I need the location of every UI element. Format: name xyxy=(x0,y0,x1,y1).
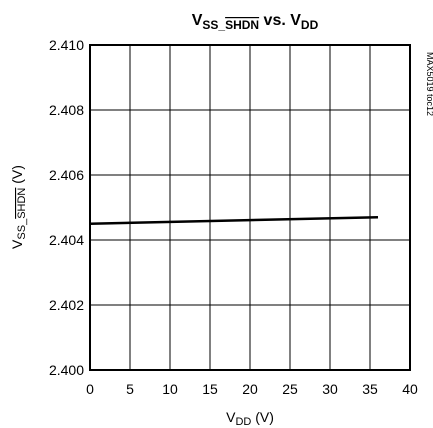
y-tick-labels: 2.410 2.408 2.406 2.404 2.402 2.400 xyxy=(49,37,84,378)
title-connector: vs. V xyxy=(259,12,301,29)
x-axis-label: VDD (V) xyxy=(226,409,274,428)
x-tick-label: 5 xyxy=(126,381,134,397)
xlabel-main: V xyxy=(226,409,236,425)
x-tick-label: 15 xyxy=(202,381,218,397)
grid xyxy=(90,45,410,370)
ylabel-unit: (V) xyxy=(9,165,25,188)
x-tick-label: 20 xyxy=(242,381,258,397)
title-sub-overbar: SHDN xyxy=(225,18,259,32)
side-label: MAX5019 toc12 xyxy=(425,52,433,116)
ylabel-main: V xyxy=(9,239,25,249)
y-tick-label: 2.408 xyxy=(49,102,84,118)
series-lines xyxy=(89,216,379,225)
x-tick-label: 40 xyxy=(402,381,418,397)
chart-title: VSS_SHDN vs. VDD xyxy=(192,12,319,32)
xlabel-sub: DD xyxy=(235,416,251,428)
xlabel-unit: (V) xyxy=(251,409,274,425)
y-tick-label: 2.406 xyxy=(49,167,84,183)
x-tick-labels: 0 5 10 15 20 25 30 35 40 xyxy=(86,381,418,397)
y-tick-label: 2.404 xyxy=(49,232,84,248)
title-sub: SS_ xyxy=(202,18,225,32)
x-tick-label: 10 xyxy=(162,381,178,397)
x-tick-label: 0 xyxy=(86,381,94,397)
ylabel-sub: SS_ xyxy=(16,218,28,240)
x-tick-label: 35 xyxy=(362,381,378,397)
ylabel-sub-overbar: SHDN xyxy=(16,188,28,219)
y-tick-label: 2.400 xyxy=(49,362,84,378)
x-tick-label: 25 xyxy=(282,381,298,397)
y-axis-label: VSS_SHDN (V) xyxy=(9,165,28,249)
title-connector-sub: DD xyxy=(301,18,319,32)
title-main: V xyxy=(192,12,203,29)
x-tick-label: 30 xyxy=(322,381,338,397)
y-tick-label: 2.402 xyxy=(49,297,84,313)
y-tick-label: 2.410 xyxy=(49,37,84,53)
series-line xyxy=(89,216,379,225)
